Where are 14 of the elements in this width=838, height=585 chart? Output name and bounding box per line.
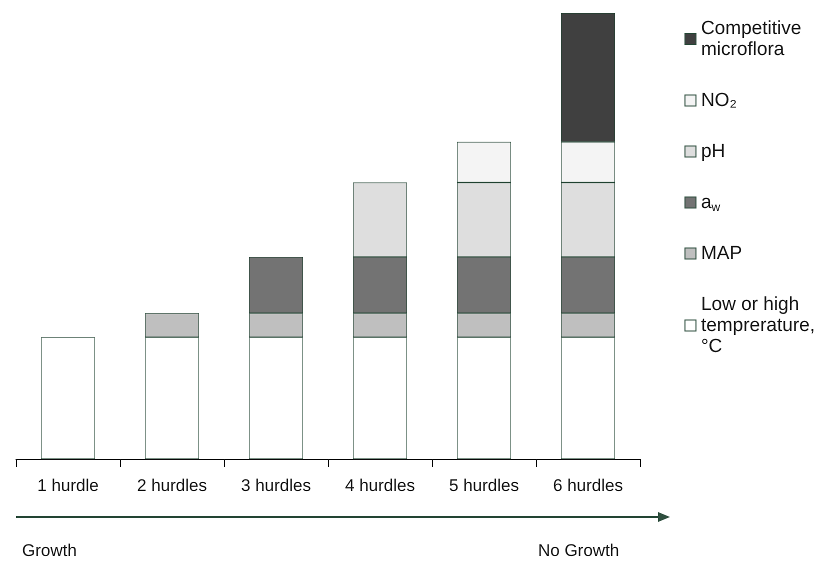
x-tick-label: 6 hurdles — [553, 476, 623, 495]
x-tick-label: 5 hurdles — [449, 476, 519, 495]
legend-label: Competitive microflora — [700, 18, 802, 60]
legend-label: pH — [700, 141, 726, 162]
x-tick-label: 4 hurdles — [345, 476, 415, 495]
bar — [40, 337, 96, 459]
legend-label: Low or high temprerature, °C — [700, 294, 815, 357]
text: No Growth — [538, 541, 620, 560]
x-tick-label: 2 hurdles — [137, 476, 207, 495]
text: Growth — [22, 541, 77, 560]
x-tick-label: 3 hurdles — [241, 476, 311, 495]
legend-label: MAP — [700, 243, 742, 264]
legend-label: NO₂ — [700, 90, 737, 111]
x-tick-label: 1 hurdle — [37, 476, 99, 495]
